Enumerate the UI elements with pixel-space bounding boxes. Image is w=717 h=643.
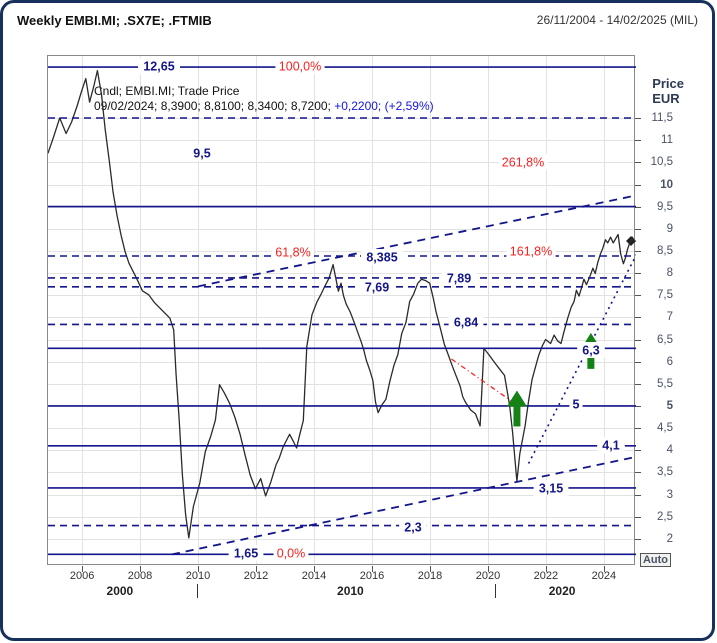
svg-text:100,0%: 100,0% xyxy=(279,60,321,74)
svg-text:2,3: 2,3 xyxy=(404,521,421,535)
svg-text:1,65: 1,65 xyxy=(234,547,258,561)
svg-text:61,8%: 61,8% xyxy=(275,246,310,260)
svg-text:161,8%: 161,8% xyxy=(510,245,552,259)
svg-text:8,385: 8,385 xyxy=(366,251,397,265)
svg-text:3,15: 3,15 xyxy=(539,482,563,496)
svg-text:7,69: 7,69 xyxy=(365,281,389,295)
svg-text:9,5: 9,5 xyxy=(193,147,210,161)
svg-text:7,89: 7,89 xyxy=(447,272,471,286)
svg-text:4,1: 4,1 xyxy=(602,439,619,453)
svg-text:12,65: 12,65 xyxy=(143,60,174,74)
svg-text:5: 5 xyxy=(573,398,580,412)
svg-text:261,8%: 261,8% xyxy=(502,156,544,170)
svg-text:0,0%: 0,0% xyxy=(277,547,306,561)
svg-text:6,3: 6,3 xyxy=(582,344,599,358)
svg-text:6,84: 6,84 xyxy=(454,316,478,330)
